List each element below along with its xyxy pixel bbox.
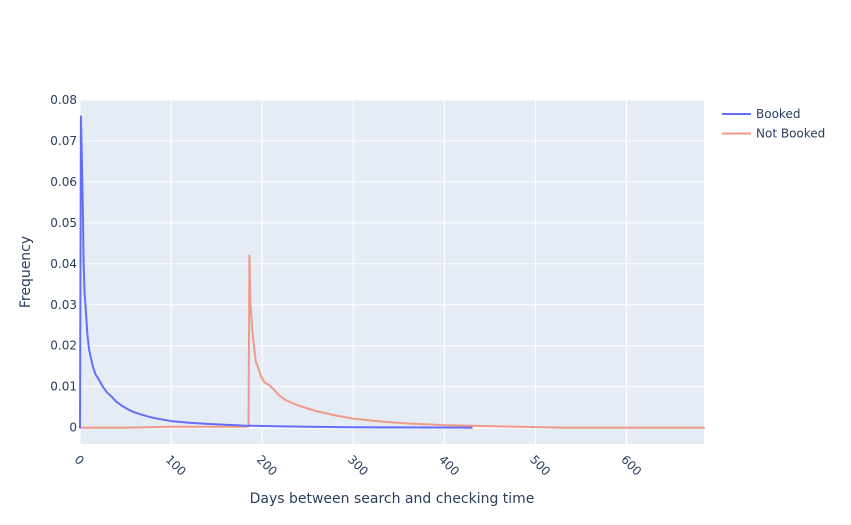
y-axis-title: Frequency bbox=[18, 236, 34, 308]
y-tick-label: 0.03 bbox=[50, 298, 77, 312]
x-tick-label: 300 bbox=[345, 452, 371, 478]
legend[interactable]: Booked Not Booked bbox=[722, 107, 825, 141]
series-line-1 bbox=[79, 254, 705, 429]
series-line-0 bbox=[79, 115, 473, 429]
x-tick-label: 0 bbox=[72, 452, 87, 467]
y-tick-label: 0.06 bbox=[50, 175, 77, 189]
series-lines bbox=[79, 115, 705, 429]
y-tick-label: 0.08 bbox=[50, 93, 77, 107]
y-tick-label: 0.02 bbox=[50, 339, 77, 353]
legend-item[interactable]: Booked bbox=[722, 107, 800, 121]
x-axis-ticks: 0 100 200 300 400 500 600 bbox=[72, 452, 645, 478]
y-axis-ticks: 0 0.01 0.02 0.03 0.04 0.05 0.06 0.07 0.08 bbox=[50, 93, 77, 435]
legend-item[interactable]: Not Booked bbox=[722, 127, 825, 141]
gridlines bbox=[79, 99, 704, 444]
y-tick-label: 0.04 bbox=[50, 257, 77, 271]
y-tick-label: 0.05 bbox=[50, 216, 77, 230]
x-tick-label: 500 bbox=[527, 452, 553, 478]
y-tick-label: 0.07 bbox=[50, 134, 77, 148]
x-axis-title: Days between search and checking time bbox=[250, 491, 535, 507]
legend-label: Not Booked bbox=[756, 127, 825, 141]
y-tick-label: 0 bbox=[69, 421, 77, 435]
x-tick-label: 600 bbox=[618, 452, 644, 478]
legend-label: Booked bbox=[756, 107, 800, 121]
y-tick-label: 0.01 bbox=[50, 380, 77, 394]
x-tick-label: 400 bbox=[436, 452, 462, 478]
x-tick-label: 100 bbox=[163, 452, 189, 478]
plot-area bbox=[80, 100, 704, 444]
x-tick-label: 200 bbox=[254, 452, 280, 478]
